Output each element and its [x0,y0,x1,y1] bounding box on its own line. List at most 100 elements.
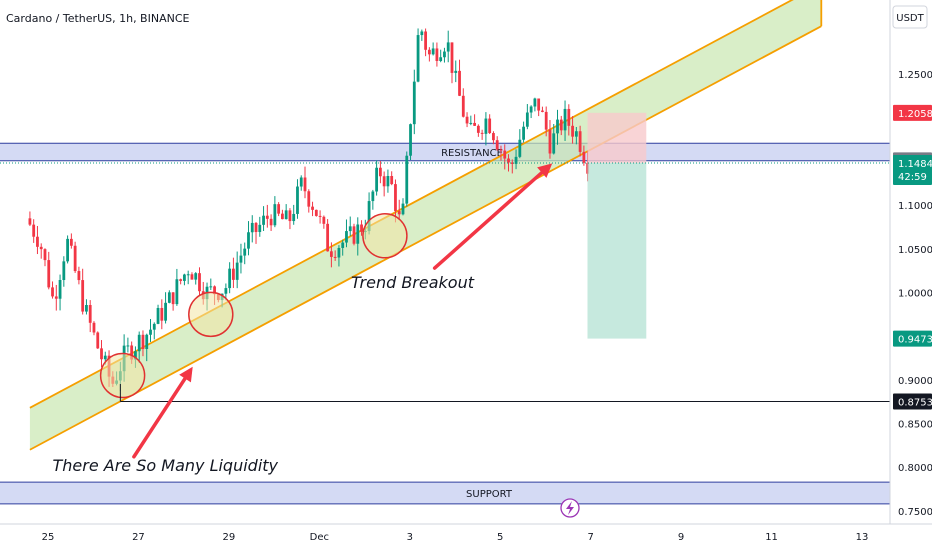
candle-body [567,108,571,126]
candle-body [529,106,533,113]
candle-body [537,98,541,111]
candle-body [360,224,363,232]
candle-body [443,51,446,58]
resistance-label: RESISTANCE [441,148,503,159]
candle-body [394,184,397,212]
x-tick-label: 9 [678,532,684,543]
y-tick-label: 1.0500 [898,245,932,256]
candle-body [213,286,216,295]
candle-body [232,268,235,280]
candle-body [495,140,499,150]
candle-body [548,129,552,154]
annotation-arrow-2 [432,170,544,270]
candle-body [465,116,469,124]
candle-body [179,279,183,281]
resistance-zone [0,143,890,161]
candle-body [525,112,529,127]
candle-body [265,215,269,219]
trend-channel [29,0,822,450]
candle-body [262,215,265,225]
candle-body [427,49,431,55]
candle-body [401,203,405,215]
candle-body [88,305,92,323]
lightning-icon[interactable] [560,498,580,518]
candle-body [126,345,130,347]
price-tag-0.8753 [893,393,932,410]
liquidity-circle-3 [362,213,408,259]
candle-body [446,42,450,52]
candle-body [152,323,156,330]
candle-body [145,334,149,350]
candle-body [348,226,352,232]
countdown-label: 42:59 [898,172,927,183]
candle-body [183,274,186,281]
candle-body [137,334,141,352]
symbol-title: Cardano / TetherUS, 1h, BINANCE [6,12,190,25]
candle-body [469,122,473,124]
candle-body [571,125,574,137]
candle-body [43,249,47,261]
candle-body [296,186,299,214]
candle-body [424,31,428,50]
support-label: SUPPORT [466,489,513,500]
candle-body [480,132,484,134]
x-tick-label: 5 [497,532,503,543]
candle-body [337,247,341,258]
candle-body [341,242,345,248]
x-tick-label: 25 [42,532,55,543]
y-tick-label: 0.8000 [898,463,932,474]
currency-selector[interactable]: USDT [892,5,928,29]
candle-body [269,218,273,226]
candle-body [397,211,401,215]
candle-body [247,232,250,249]
candle-body [81,280,85,312]
candle-body [39,246,43,250]
candle-body [54,296,58,299]
candle-body [167,292,171,303]
candle-body [552,133,556,154]
candle-body [356,224,360,244]
x-tick-label: 27 [132,532,145,543]
currency-label: USDT [896,13,924,24]
candle-body [103,355,107,360]
candle-body [311,206,314,210]
candle-body [476,125,480,133]
y-tick-label: 0.8500 [898,420,932,431]
candle-body [461,95,465,117]
support-zone [0,482,890,504]
x-tick-label: 11 [765,532,778,543]
candle-body [164,302,167,321]
candle-body [574,131,578,137]
price-tag-1.2058 [893,104,932,121]
x-tick-label: 13 [856,532,869,543]
candle-body [514,156,518,164]
liquidity-circle-1 [99,352,146,399]
candle-body [386,175,390,187]
candle-body [73,245,77,272]
candle-body [345,231,348,243]
annotation-arrow-1 [132,376,187,459]
candle-body [209,286,213,288]
candle-body [258,224,262,233]
candle-body [32,224,36,237]
candle-body [563,108,567,131]
candle-body [171,292,175,305]
candle-body [578,131,582,152]
candle-body [503,150,507,159]
price-tag-label: 1.2058 [898,109,932,120]
annotation-text-1: There Are So Many Liquidity [53,456,279,475]
candle-body [582,151,586,163]
candle-body [488,118,492,134]
y-tick-label: 1.1000 [898,201,932,212]
candle-body [239,255,243,263]
channel-lower-line [29,25,822,451]
candle-body [277,204,281,214]
take-profit-zone [587,162,647,339]
candle-body [51,287,54,297]
x-tick-label: 3 [407,532,413,543]
candle-body [66,238,69,262]
candle-body [484,118,488,134]
candle-body [149,329,152,335]
channel-upper-line [29,0,794,409]
